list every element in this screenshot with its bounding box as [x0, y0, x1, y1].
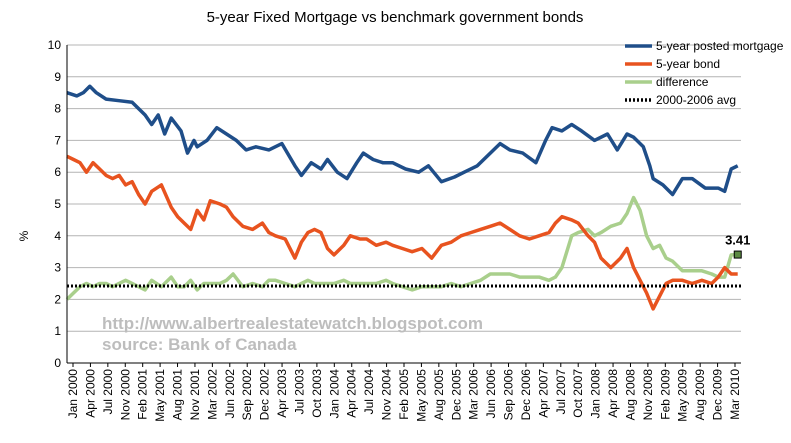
y-tick-label: 7	[54, 133, 61, 147]
x-tick-label: Sep 2002	[240, 369, 254, 421]
x-tick-label: Apr 2008	[606, 369, 620, 418]
legend-avg-label: 2000-2006 avg	[656, 93, 736, 107]
x-tick-label: Dec 2002	[258, 369, 272, 421]
series-line-bond	[66, 154, 738, 311]
x-tick-label: Jan 2008	[589, 369, 603, 419]
legend-difference-label: difference	[656, 75, 709, 89]
x-tick-labels: Jan 2000 Apr 2000 Jul 2000 Nov 2000 Feb 2001…	[66, 363, 742, 422]
x-tick-label: Dec 2009	[711, 369, 725, 421]
series-lines	[65, 84, 741, 311]
x-tick-label: Nov 2001	[188, 369, 202, 421]
watermark-url: http://www.albertrealestatewatch.blogspo…	[102, 314, 483, 333]
x-tick-label: Jan 2004	[327, 369, 341, 419]
x-tick-label: Jan 2000	[66, 369, 80, 419]
x-tick-label: Aug 2008	[623, 369, 637, 421]
y-tick-label: 0	[54, 356, 61, 370]
x-tick-label: Apr 2007	[536, 369, 550, 418]
x-tick-label: Jul 2000	[101, 369, 115, 415]
x-tick-label: Apr 2003	[275, 369, 289, 418]
x-tick-label: Mar 2002	[205, 369, 219, 420]
y-tick-label: 4	[54, 229, 61, 243]
series-line-mortgage	[66, 84, 739, 197]
y-tick-label: 2	[54, 292, 61, 306]
x-tick-label: Aug 2001	[171, 369, 185, 421]
y-tick-label: 10	[48, 38, 62, 52]
x-tick-label: May 2009	[676, 369, 690, 422]
x-tick-label: Sep 2006	[502, 369, 516, 421]
x-tick-label: Mar 2006	[467, 369, 481, 420]
x-tick-label: Feb 2001	[136, 369, 150, 420]
y-tick-label: 5	[54, 197, 61, 211]
x-tick-label: Nov 2008	[641, 369, 655, 421]
y-tick-label: 1	[54, 324, 61, 338]
y-axis-label: %	[17, 230, 31, 241]
legend-bond-label: 5-year bond	[656, 57, 720, 71]
chart-title: 5-year Fixed Mortgage vs benchmark gover…	[207, 9, 584, 26]
axes	[66, 45, 741, 364]
x-tick-label: May 2001	[153, 369, 167, 422]
x-tick-label: Oct 2007	[571, 369, 585, 418]
x-tick-label: Jun 2006	[484, 369, 498, 419]
watermark-source: source: Bank of Canada	[102, 335, 297, 354]
x-tick-label: Mar 2010	[728, 369, 742, 420]
x-tick-label: Dec 2006	[519, 369, 533, 421]
x-tick-label: Jul 2007	[554, 369, 568, 415]
x-tick-label: Apr 2004	[345, 369, 359, 418]
x-tick-label: May 2005	[414, 369, 428, 422]
last-value-label: 3.41	[725, 233, 750, 248]
gridlines	[67, 44, 741, 364]
y-tick-label: 3	[54, 261, 61, 275]
x-tick-label: Feb 2005	[397, 369, 411, 420]
x-tick-label: Jul 2004	[362, 369, 376, 415]
last-value-annotation: 3.41	[725, 233, 750, 259]
legend: 5-year posted mortgage 5-year bond differe…	[625, 39, 784, 107]
x-tick-label: Aug 2005	[432, 369, 446, 421]
y-tick-label: 8	[54, 102, 61, 116]
x-tick-label: Nov 2004	[380, 369, 394, 421]
x-tick-label: Oct 2003	[310, 369, 324, 418]
y-tick-label: 6	[54, 165, 61, 179]
last-value-marker	[733, 250, 742, 259]
x-tick-label: Apr 2000	[83, 369, 97, 418]
x-tick-label: Nov 2000	[118, 369, 132, 421]
x-tick-label: Dec 2005	[449, 369, 463, 421]
y-tick-labels: 0 1 2 3 4 5 6 7 8 9 10	[48, 38, 62, 370]
x-tick-label: Feb 2009	[658, 369, 672, 420]
legend-mortgage-label: 5-year posted mortgage	[656, 39, 784, 53]
x-tick-label: Aug 2009	[693, 369, 707, 421]
x-tick-label: Jul 2003	[292, 369, 306, 415]
y-tick-label: 9	[54, 70, 61, 84]
x-tick-label: Jun 2002	[223, 369, 237, 419]
